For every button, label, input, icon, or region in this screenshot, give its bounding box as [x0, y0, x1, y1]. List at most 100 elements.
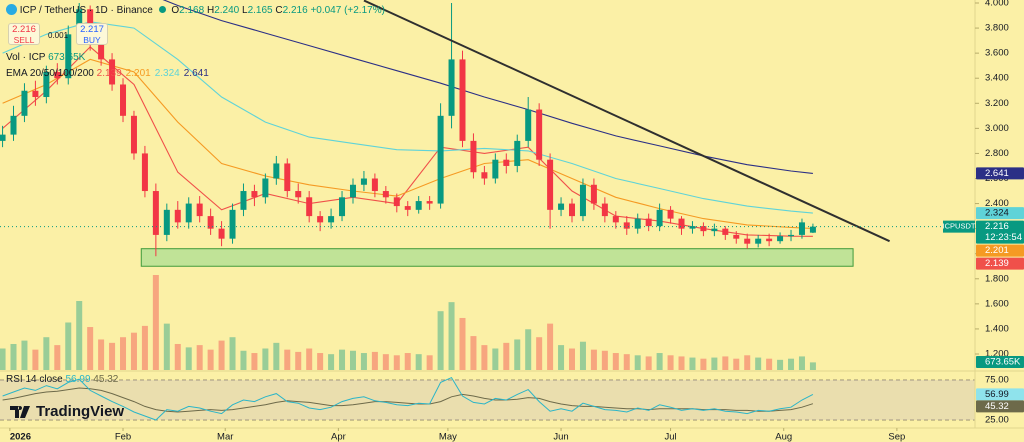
candle-body — [328, 216, 335, 223]
candle-body — [54, 71, 61, 79]
volume-bar — [656, 353, 663, 370]
candle-body — [744, 238, 751, 244]
x-tick-label: 2026 — [10, 432, 31, 442]
candle-body — [120, 84, 127, 116]
ema-value: 2.641 — [183, 68, 209, 79]
volume-bar — [65, 322, 72, 370]
candle-body — [415, 201, 422, 210]
volume-bar — [536, 337, 543, 370]
y-tick-label: 3.600 — [985, 48, 1009, 59]
candle-body — [755, 238, 762, 244]
candle-body — [0, 134, 6, 141]
volume-bar — [207, 349, 214, 370]
x-tick-label: Jul — [664, 432, 676, 442]
candle-body — [569, 203, 576, 217]
rsi-badge-bg — [976, 388, 1024, 401]
ema-badge-text: 2.201 — [985, 245, 1009, 256]
candle-body — [251, 191, 258, 198]
volume-bar — [733, 358, 740, 370]
buy-button[interactable]: 2.217 BUY — [76, 23, 108, 45]
candle-body — [382, 191, 389, 198]
candle-body — [766, 238, 773, 242]
candle-body — [174, 209, 181, 223]
volume-bar — [777, 359, 784, 370]
volume-bar — [612, 353, 619, 370]
high: 2.240 — [214, 5, 240, 16]
rsi-pane — [0, 376, 975, 421]
volume-badge-text: 673.65K — [985, 357, 1021, 368]
volume-bar — [415, 354, 422, 370]
volume-bar — [634, 355, 641, 370]
volume-bar — [437, 311, 444, 370]
volume-bar — [317, 353, 324, 370]
volume-bar — [371, 351, 378, 370]
volume-bar — [766, 358, 773, 370]
volume-bar — [744, 355, 751, 370]
volume-bar — [382, 354, 389, 370]
open: 2.168 — [179, 5, 205, 16]
x-tick-label: Aug — [775, 432, 792, 442]
rsi-legend: RSI 14 close 56.99 45.32 — [6, 374, 118, 386]
candle-body — [393, 197, 400, 207]
candle-body — [492, 159, 499, 179]
candle-body — [76, 9, 83, 35]
x-tick-label: Jun — [553, 432, 568, 442]
sell-button[interactable]: 2.216 SELL — [8, 23, 40, 45]
volume-bar — [130, 332, 137, 370]
volume-bar — [0, 348, 6, 370]
candle-body — [339, 197, 346, 217]
volume-bar — [240, 350, 247, 370]
volume-bar — [667, 355, 674, 370]
volume-bar — [755, 357, 762, 370]
volume-badge-bg — [976, 356, 1024, 368]
volume-bar — [163, 323, 170, 370]
candle-body — [503, 159, 510, 166]
x-tick-label: Apr — [331, 432, 346, 442]
candle-body — [656, 209, 663, 227]
volume-bar — [459, 317, 466, 370]
volume-bar — [547, 323, 554, 370]
rsi-tick-label: 25.00 — [985, 415, 1009, 426]
volume-bar — [284, 349, 291, 370]
volume-bar — [328, 354, 335, 370]
ema-badge: 2.139 — [976, 257, 1024, 270]
candle-body — [21, 90, 28, 116]
ema-value: 2.324 — [154, 68, 180, 79]
volume-bar — [426, 355, 433, 370]
x-tick-label: Mar — [217, 432, 233, 442]
volume-bar — [262, 348, 269, 370]
candle-body — [273, 163, 280, 179]
candle-body — [777, 236, 784, 242]
candle-body — [634, 218, 641, 229]
y-tick-label: 1.600 — [985, 298, 1009, 309]
symbol-badge: ICPUSDT — [943, 222, 976, 231]
candle-body — [65, 34, 72, 79]
logo: TradingView — [10, 403, 124, 420]
volume-label: Vol · ICP — [6, 52, 46, 63]
volume-bar — [481, 345, 488, 370]
y-tick-label: 3.400 — [985, 73, 1009, 84]
volume-bar — [678, 356, 685, 370]
candle-body — [601, 203, 608, 217]
volume-bar — [120, 337, 127, 370]
ema-label: EMA 20/50/100/200 — [6, 68, 94, 79]
candle-body — [788, 234, 795, 237]
volume-bar — [711, 357, 718, 370]
buy-price: 2.217 — [80, 24, 104, 35]
candle-body — [689, 226, 696, 229]
candle-body — [547, 159, 554, 210]
candle-body — [240, 191, 247, 210]
y-tick-label: 1.200 — [985, 349, 1009, 360]
ema-badge: 2.641 — [976, 167, 1024, 180]
candle-body — [207, 216, 214, 229]
candle-body — [229, 209, 236, 239]
candle-body — [722, 228, 729, 235]
rsi-ma-badge-bg — [976, 400, 1024, 413]
candle-body — [360, 178, 367, 185]
l-label: L — [242, 5, 248, 16]
candle-body — [579, 184, 586, 217]
volume-bar — [152, 275, 159, 370]
volume-bar — [645, 356, 652, 370]
o-label: O — [171, 5, 180, 16]
